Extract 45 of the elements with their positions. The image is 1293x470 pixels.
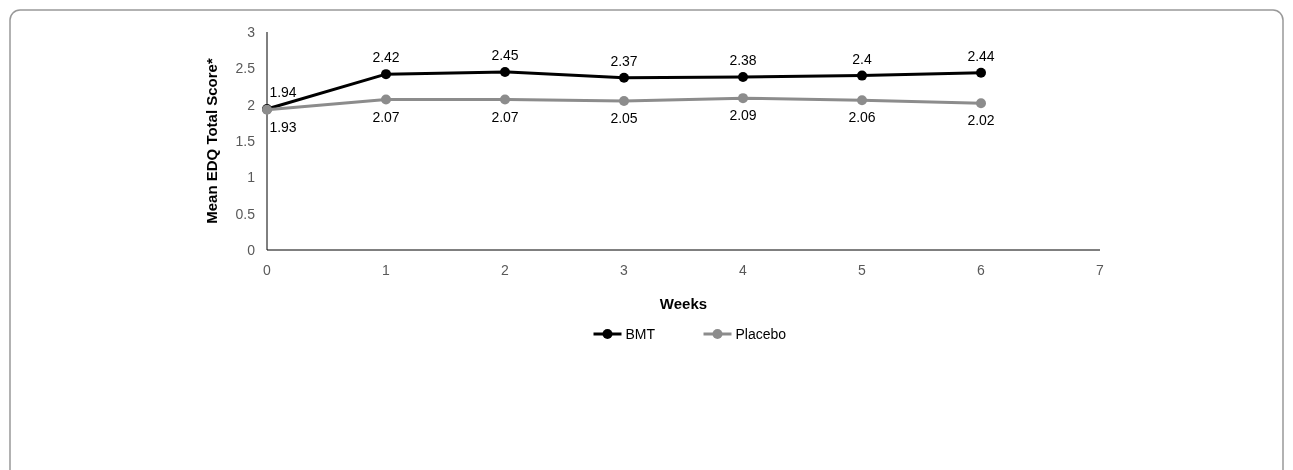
y-axis-title: Mean EDQ Total Score* [203, 58, 220, 224]
x-tick-label: 7 [1096, 262, 1105, 278]
y-tick-label: 3 [247, 24, 256, 40]
point [857, 95, 867, 106]
data-label: 2.37 [610, 52, 638, 69]
point [738, 93, 748, 104]
point [381, 94, 391, 105]
point [857, 70, 867, 81]
data-label: 1.94 [269, 84, 297, 101]
y-tick-label: 0 [247, 242, 256, 258]
x-tick-label: 6 [977, 262, 986, 278]
data-label: 2.07 [372, 108, 400, 125]
data-label: 2.05 [610, 110, 638, 127]
data-label: 2.4 [852, 50, 872, 67]
point [738, 72, 748, 83]
point [381, 69, 391, 80]
point [619, 96, 629, 107]
y-tick-label: 2.5 [235, 60, 256, 77]
legend-label: BMT [625, 326, 656, 342]
data-label: 1.93 [269, 118, 297, 135]
x-tick-label: 0 [263, 262, 272, 278]
data-label: 2.09 [729, 107, 757, 124]
legend-label: Placebo [735, 326, 787, 342]
data-label: 2.42 [372, 49, 400, 66]
x-tick-label: 3 [620, 262, 629, 278]
data-label: 2.02 [967, 112, 995, 129]
x-tick-label: 5 [858, 262, 867, 278]
y-tick-label: 1 [247, 169, 256, 186]
data-label: 2.44 [967, 47, 995, 64]
y-tick-label: 1.5 [235, 133, 256, 149]
point [500, 66, 510, 77]
x-tick-label: 2 [501, 262, 510, 278]
x-tick-label: 1 [382, 262, 391, 278]
x-axis-title: Weeks [659, 295, 708, 312]
point [976, 98, 986, 109]
data-label: 2.38 [729, 52, 757, 69]
x-tick-label: 4 [739, 262, 748, 278]
point [976, 67, 986, 78]
y-tick-label: 2 [247, 96, 256, 113]
data-label: 2.45 [491, 46, 519, 63]
y-tick-label: 0.5 [235, 205, 256, 222]
point [619, 72, 629, 83]
point [500, 94, 510, 105]
data-label: 2.06 [848, 109, 876, 126]
data-label: 2.07 [491, 108, 519, 125]
